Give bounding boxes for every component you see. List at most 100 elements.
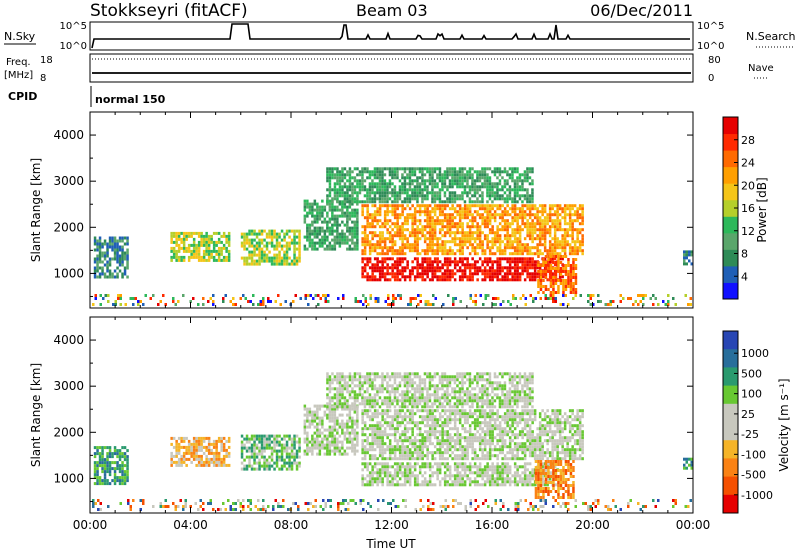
power-cell <box>278 244 281 248</box>
velocity-cell <box>413 439 417 443</box>
power-cell <box>567 276 570 279</box>
power-cell <box>403 167 407 171</box>
velocity-cell <box>476 424 479 428</box>
velocity-cell <box>222 454 226 458</box>
power-cell <box>308 241 312 245</box>
power-cell <box>243 238 246 242</box>
power-cell <box>338 202 342 206</box>
power-cell <box>544 261 548 264</box>
power-cell <box>180 237 183 241</box>
power-cell <box>443 249 447 253</box>
power-cell <box>248 238 251 242</box>
velocity-cell <box>483 436 487 440</box>
power-cell <box>518 216 522 220</box>
power-cell <box>392 300 395 303</box>
power-cell <box>341 202 344 206</box>
power-cell <box>513 234 517 238</box>
velocity-cell <box>177 442 181 446</box>
power-cell <box>374 300 377 303</box>
velocity-cell <box>351 440 354 444</box>
power-cell <box>333 241 337 245</box>
power-cell <box>512 297 515 300</box>
power-cell <box>458 257 462 261</box>
power-cell <box>177 300 180 303</box>
velocity-cell <box>363 421 367 425</box>
power-cell <box>528 260 532 264</box>
power-cell <box>551 237 554 241</box>
power-cell <box>559 261 563 264</box>
power-cell <box>516 266 519 270</box>
power-cell <box>377 297 380 300</box>
power-cell <box>398 216 402 220</box>
power-cell <box>409 303 412 306</box>
power-cell <box>493 269 497 273</box>
power-cell <box>488 182 492 186</box>
power-cell <box>567 261 570 264</box>
power-cell <box>496 234 499 238</box>
power-cell <box>388 237 392 241</box>
velocity-cell <box>446 448 449 452</box>
power-cell <box>448 269 452 273</box>
velocity-cell <box>386 424 389 428</box>
power-cell <box>285 229 289 233</box>
nsky-tick-top: 10^5 <box>60 21 87 32</box>
power-cell <box>456 173 459 177</box>
power-cell <box>431 182 434 186</box>
power-cell <box>426 204 429 208</box>
power-cell <box>441 278 444 282</box>
power-cell <box>341 167 344 171</box>
power-cell <box>481 269 484 273</box>
power-cell <box>563 216 567 220</box>
power-cell <box>393 252 397 256</box>
power-cell <box>456 197 459 201</box>
velocity-cell <box>270 452 274 456</box>
velocity-cell <box>260 434 264 438</box>
velocity-cell <box>406 457 409 461</box>
power-cell <box>466 240 469 244</box>
power-cell <box>337 297 340 300</box>
power-cell <box>293 244 296 248</box>
power-cell <box>478 213 482 217</box>
power-cell <box>564 267 568 270</box>
velocity-cell <box>373 442 377 446</box>
power-cell <box>358 182 362 186</box>
power-cell <box>381 249 384 253</box>
power-cell <box>253 250 256 254</box>
power-cell <box>416 191 419 195</box>
velocity-cell <box>195 445 198 449</box>
power-cell <box>383 225 387 229</box>
power-cell <box>295 235 299 239</box>
power-cell <box>453 263 457 267</box>
power-cell <box>303 244 307 248</box>
velocity-cell <box>456 448 459 452</box>
velocity-cell <box>96 470 99 474</box>
power-cell <box>463 173 467 177</box>
power-cell <box>388 240 392 244</box>
power-cell <box>401 237 404 241</box>
velocity-cell <box>376 430 379 434</box>
power-cell <box>343 182 347 186</box>
power-cell <box>533 275 537 279</box>
power-cell <box>285 253 289 257</box>
power-cell <box>531 188 534 192</box>
power-cell <box>458 222 462 226</box>
velocity-cell <box>326 446 329 450</box>
power-cell <box>461 249 464 253</box>
power-cell <box>531 266 534 270</box>
power-cell <box>311 208 314 212</box>
velocity-cell <box>443 442 447 446</box>
power-cell <box>356 167 359 171</box>
power-cell <box>416 200 419 204</box>
velocity-cell <box>311 413 314 417</box>
velocity-cell <box>398 424 402 428</box>
power-cell <box>408 176 412 180</box>
power-cell <box>531 272 534 276</box>
velocity-cell <box>106 452 109 456</box>
power-cell <box>528 237 532 241</box>
power-cell <box>483 204 487 208</box>
power-cell <box>451 194 454 198</box>
power-cell <box>571 237 574 241</box>
velocity-cell <box>451 412 454 416</box>
power-cell <box>581 240 584 244</box>
power-cell <box>563 213 567 217</box>
